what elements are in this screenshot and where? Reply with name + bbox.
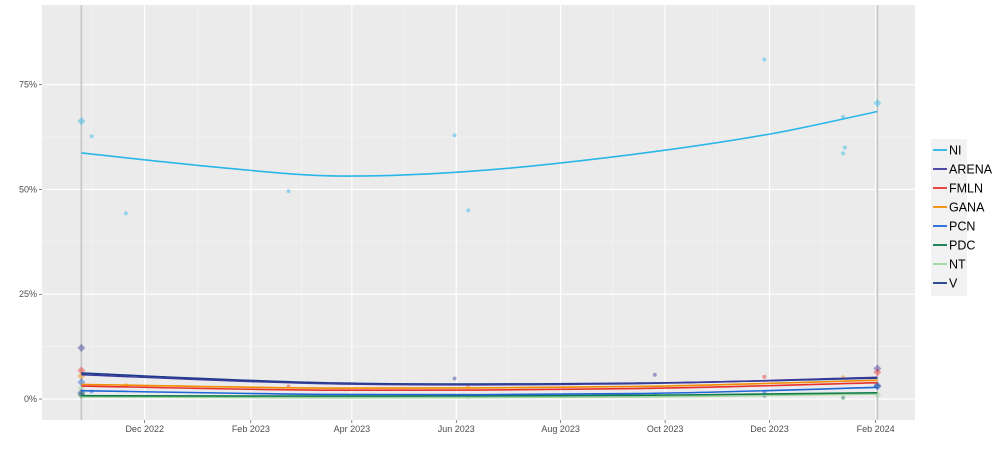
x-tick-label: Feb 2023: [232, 424, 270, 434]
point-ni: [452, 133, 457, 138]
x-tick-label: Apr 2023: [334, 424, 371, 434]
point-pcn: [873, 382, 882, 391]
point-ni: [77, 117, 86, 126]
point-pdc: [841, 395, 846, 400]
trend-line-ni: [81, 110, 878, 177]
y-tick-label: 25%: [19, 289, 37, 299]
y-tick-label: 0%: [24, 394, 37, 404]
point-gana: [77, 371, 86, 380]
legend-label-v: V: [949, 277, 958, 291]
trend-line-gana: [81, 379, 878, 390]
x-tick-label: Feb 2024: [857, 424, 895, 434]
point-ni: [762, 57, 767, 62]
x-tick-label: Dec 2022: [125, 424, 164, 434]
trend-line-fmln: [81, 381, 878, 392]
legend-label-gana: GANA: [949, 201, 985, 215]
x-tick-label: Aug 2023: [541, 424, 580, 434]
point-arena: [452, 376, 457, 381]
x-tick-label: Oct 2023: [647, 424, 684, 434]
trend-line-nt: [81, 393, 878, 399]
legend-label-pcn: PCN: [949, 220, 975, 234]
plot-background: [42, 5, 915, 420]
trend-line-pdc: [81, 391, 878, 397]
point-ni: [466, 208, 471, 213]
legend-background: [931, 139, 967, 296]
point-ni: [286, 189, 291, 194]
point-fmln: [873, 368, 882, 377]
legend-label-arena: ARENA: [949, 163, 993, 177]
y-tick-label: 75%: [19, 80, 37, 90]
legend-label-pdc: PDC: [949, 239, 975, 253]
point-ni: [873, 99, 882, 108]
reference-lines: [80, 5, 879, 420]
y-tick-label: 50%: [19, 184, 37, 194]
point-fmln: [762, 374, 767, 379]
legend-label-fmln: FMLN: [949, 182, 983, 196]
point-ni: [123, 211, 128, 216]
point-ni: [841, 114, 846, 119]
gridlines: [42, 5, 915, 420]
legend: NI ARENA FMLN GANA PCN PDC NT V: [931, 139, 993, 296]
legend-label-nt: NT: [949, 258, 966, 272]
point-arena: [873, 364, 882, 373]
x-tick-label: Dec 2023: [750, 424, 789, 434]
point-arena: [652, 372, 657, 377]
legend-label-ni: NI: [949, 144, 962, 158]
point-ni: [89, 134, 94, 139]
trend-line-arena: [81, 373, 878, 386]
trend-line-pcn: [81, 386, 878, 396]
trend-lines: [81, 110, 878, 399]
point-arena: [77, 343, 86, 352]
point-ni: [841, 151, 846, 156]
point-ni: [842, 145, 847, 150]
x-tick-label: Jun 2023: [438, 424, 475, 434]
axes: 0% 25% 50% 75% Dec 2022 Feb 2023 Apr 2023 Jun 2…: [19, 80, 895, 434]
